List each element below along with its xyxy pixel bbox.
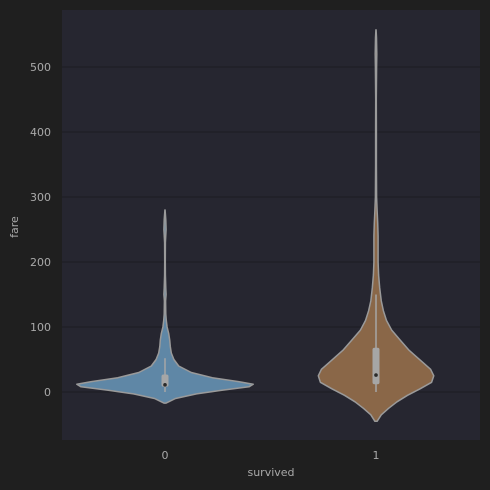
y-tick-label-100: 100 [30, 321, 51, 334]
y-tick-label-400: 400 [30, 126, 51, 139]
y-axis-label: fare [8, 216, 21, 238]
violins [76, 29, 435, 423]
x-tick-label-1: 1 [373, 449, 380, 462]
y-tick-label-300: 300 [30, 191, 51, 204]
iqr-box-0 [161, 374, 169, 387]
iqr-box-1 [372, 347, 380, 385]
median-point-1 [374, 373, 378, 377]
violin-0 [76, 209, 254, 404]
median-point-0 [163, 383, 167, 387]
y-tick-label-500: 500 [30, 61, 51, 74]
x-tick-label-0: 0 [162, 449, 169, 462]
y-tick-label-0: 0 [44, 386, 51, 399]
y-tick-label-200: 200 [30, 256, 51, 269]
violin-1 [317, 29, 435, 423]
y-axis-ticks: 0 100 200 300 400 500 [30, 61, 51, 399]
x-axis-label: survived [247, 466, 294, 479]
